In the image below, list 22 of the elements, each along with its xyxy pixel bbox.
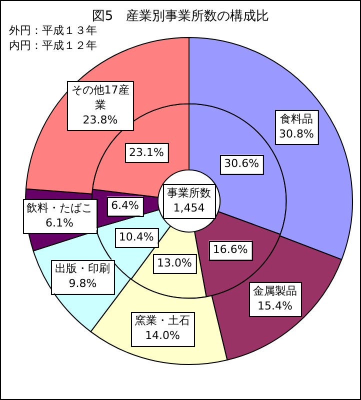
legend-label: 飲料・たばこ [26,202,93,215]
slice-label: その他17産業 [71,83,130,112]
data-label: 30.6% [224,157,260,170]
slice-label: 食料品 [280,112,313,126]
data-label: 13.0% [156,256,192,270]
chart-title: 図5 産業別事業所数の構成比 [90,8,270,25]
data-label: 6.1% [46,216,74,230]
data-label: 9.8% [68,276,97,290]
slice-label: 出版・印刷 [55,262,110,275]
data-label: 10.4% [118,230,154,244]
text: 外円：平成１３年 [9,23,97,38]
data-label: 15.4% [258,299,292,312]
data-label: 23.1% [128,146,164,159]
data-label: 6.4% [111,198,140,212]
data-label: 14.0% [145,329,180,342]
data-label: 16.6% [212,242,248,256]
data-label: 30.8% [278,127,314,140]
data-label: 23.8% [82,113,118,126]
slice-label: 窯業・土石 [135,314,190,328]
text: 事業所数 1,454 [167,186,211,214]
slice-label: 金属製品 [252,284,297,298]
text: 内円：平成１２年 [9,38,97,53]
